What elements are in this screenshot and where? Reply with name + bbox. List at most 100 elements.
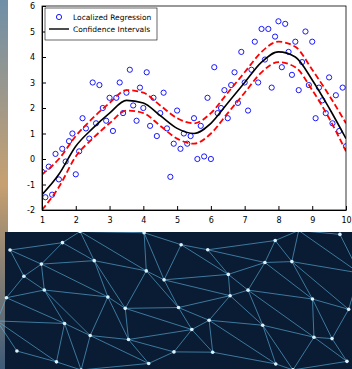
scatter-point [333, 93, 338, 98]
network-link [0, 298, 6, 321]
network-link [81, 336, 90, 369]
network-link [144, 233, 164, 280]
y-tick: 1 [30, 130, 46, 139]
y-tick-mark [42, 134, 46, 135]
network-node [55, 360, 59, 364]
y-tick: 3 [30, 79, 46, 88]
network-link [108, 297, 129, 340]
scatter-point [90, 80, 95, 85]
page: 12345678910-2-10123456Localized Regressi… [0, 0, 352, 369]
network-node [40, 262, 44, 266]
x-tick-mark [143, 206, 144, 210]
network-link [164, 274, 228, 279]
network-link [90, 336, 148, 364]
scatter-point [104, 118, 109, 123]
network-node [5, 296, 9, 300]
network-link [125, 271, 146, 308]
scatter-point [252, 39, 257, 44]
scatter-point [127, 67, 132, 72]
y-axis: -2-10123456 [27, 2, 46, 215]
network-link [292, 262, 349, 310]
network-node [123, 307, 127, 311]
network-link [312, 299, 348, 309]
scatter-point [134, 118, 139, 123]
y-tick-label: -1 [27, 181, 35, 190]
network-node [8, 248, 12, 252]
network-link [208, 250, 265, 263]
y-tick-label: 4 [30, 53, 35, 62]
network-link [174, 351, 213, 352]
x-tick-label: 9 [310, 216, 315, 225]
scatter-point [289, 72, 294, 77]
series-line [42, 62, 346, 210]
x-tick: 4 [141, 206, 146, 225]
network-link [248, 290, 312, 299]
scatter-point [147, 123, 152, 128]
scatter-point [340, 85, 345, 90]
x-tick-mark [312, 206, 313, 210]
x-tick-mark [110, 206, 111, 210]
scatter-point [310, 39, 315, 44]
network-link [125, 308, 128, 339]
network-node [273, 239, 277, 243]
scatter-point [117, 80, 122, 85]
network-link [213, 352, 276, 364]
y-tick-mark [42, 57, 46, 58]
scatter-point [222, 88, 227, 93]
y-tick: -1 [27, 181, 46, 190]
network-node [338, 233, 342, 237]
scatter-point [303, 29, 308, 34]
legend-marker [56, 14, 61, 19]
y-tick-label: 3 [30, 79, 35, 88]
scatter-point [202, 154, 207, 159]
network-link [349, 273, 352, 309]
network-link [181, 245, 228, 275]
network-link [125, 307, 178, 309]
network-node [207, 318, 211, 322]
y-tick-mark [42, 159, 46, 160]
x-tick: 2 [74, 206, 79, 225]
x-tick-label: 6 [209, 216, 214, 225]
network-node [15, 349, 19, 353]
x-tick: 7 [243, 206, 248, 225]
network-node [190, 328, 194, 332]
network-link [209, 320, 263, 325]
network-link [10, 243, 62, 250]
x-tick-label: 7 [243, 216, 248, 225]
chart-background [8, 0, 352, 232]
scatter-point [272, 34, 277, 39]
network-node [92, 259, 96, 263]
network-node [172, 350, 176, 354]
y-tick-label: 2 [30, 104, 35, 113]
network-link [146, 271, 164, 280]
network-node [345, 360, 349, 364]
network-link [144, 233, 181, 245]
network-node [144, 269, 148, 273]
network-link [56, 323, 64, 361]
network-link [230, 296, 263, 326]
y-tick-mark [42, 210, 46, 211]
y-tick: 2 [30, 104, 46, 113]
network-link [276, 364, 293, 369]
scatter-point [137, 85, 142, 90]
scatter-point [110, 128, 115, 133]
network-node [261, 323, 265, 327]
network-link [178, 296, 230, 308]
network-node [162, 278, 166, 282]
scatter-point [208, 156, 213, 161]
network-link [164, 280, 178, 308]
network-link [192, 320, 209, 329]
network-node [63, 322, 67, 326]
network-link [174, 330, 192, 352]
scatter-point [296, 88, 301, 93]
scatter-point [245, 108, 250, 113]
y-tick-label: -2 [27, 206, 35, 215]
network-node [127, 338, 131, 342]
network-node [246, 288, 250, 292]
network-link [263, 325, 276, 364]
network-link [146, 271, 178, 308]
network-node [22, 274, 26, 278]
network-node [61, 241, 65, 245]
network-link [209, 296, 230, 321]
x-tick-label: 5 [175, 216, 180, 225]
